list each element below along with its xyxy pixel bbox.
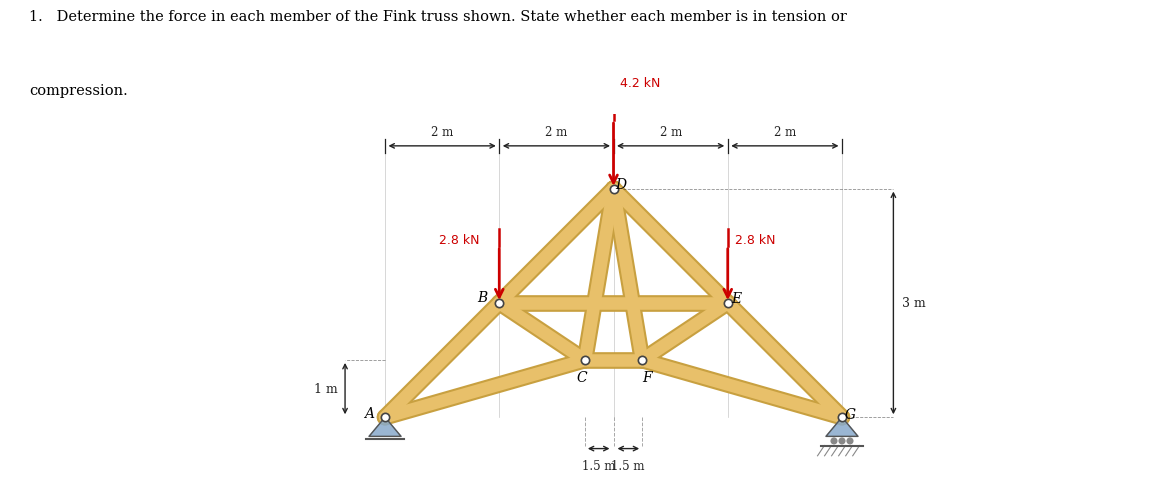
Text: F: F bbox=[642, 371, 651, 384]
Text: 4.2 kN: 4.2 kN bbox=[621, 77, 661, 90]
Text: C: C bbox=[577, 371, 588, 384]
Text: 1.5 m: 1.5 m bbox=[611, 459, 644, 472]
Text: D: D bbox=[615, 178, 626, 192]
Text: 1.5 m: 1.5 m bbox=[583, 459, 616, 472]
Text: 2 m: 2 m bbox=[431, 126, 453, 139]
Polygon shape bbox=[826, 417, 858, 436]
Text: 1 m: 1 m bbox=[314, 382, 339, 396]
Polygon shape bbox=[369, 417, 401, 436]
Circle shape bbox=[847, 438, 852, 444]
Text: 2.8 kN: 2.8 kN bbox=[735, 233, 775, 246]
Circle shape bbox=[831, 438, 836, 444]
Text: 1.   Determine the force in each member of the Fink truss shown. State whether e: 1. Determine the force in each member of… bbox=[29, 10, 847, 24]
Text: B: B bbox=[477, 290, 487, 305]
Text: 2 m: 2 m bbox=[774, 126, 796, 139]
Text: 2.8 kN: 2.8 kN bbox=[439, 233, 479, 246]
Text: compression.: compression. bbox=[29, 84, 128, 98]
Text: A: A bbox=[364, 406, 374, 420]
Text: E: E bbox=[732, 292, 742, 306]
Text: 3 m: 3 m bbox=[902, 297, 926, 310]
Text: 2 m: 2 m bbox=[659, 126, 682, 139]
Circle shape bbox=[839, 438, 844, 444]
Text: 2 m: 2 m bbox=[545, 126, 568, 139]
Text: G: G bbox=[846, 408, 856, 421]
